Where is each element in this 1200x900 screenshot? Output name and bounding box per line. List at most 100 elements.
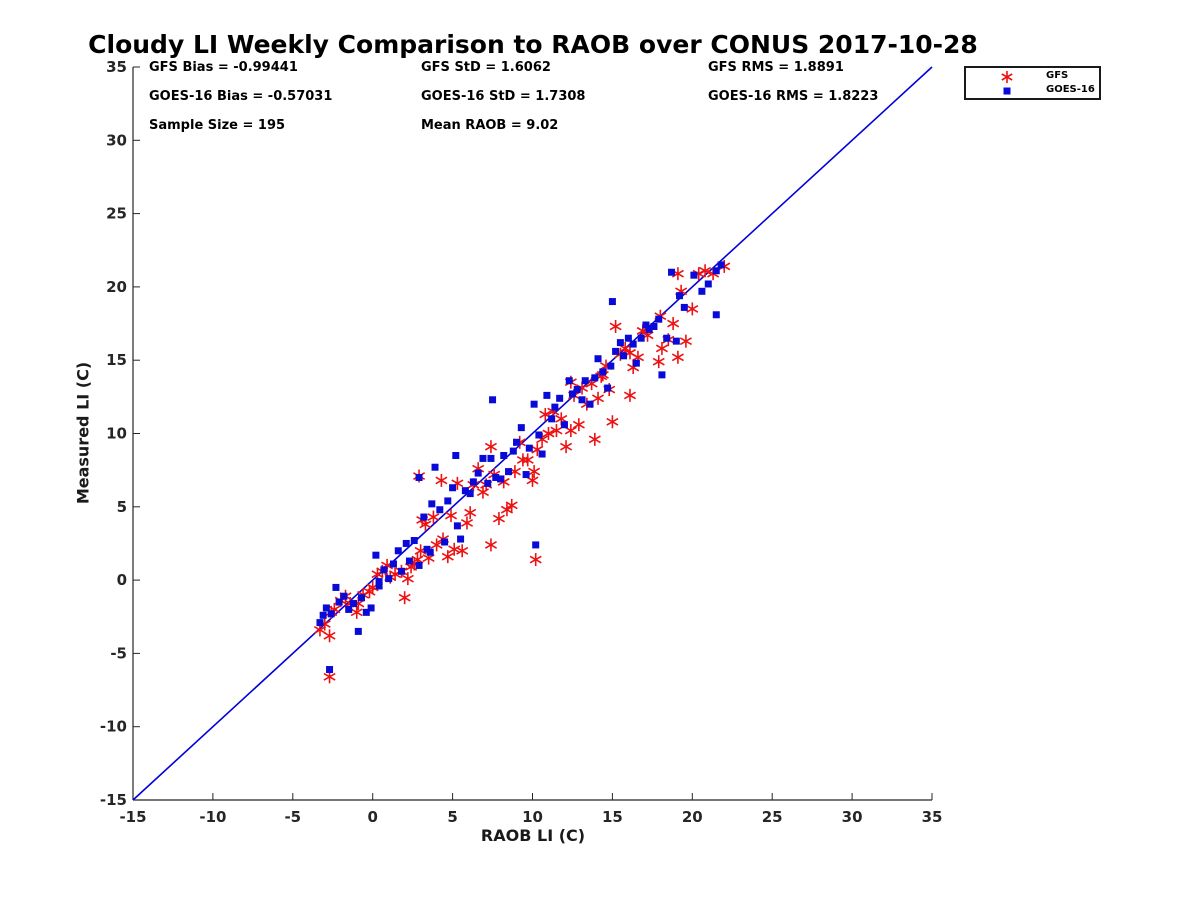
goes-16-point xyxy=(560,421,568,429)
gfs-point xyxy=(350,605,363,619)
goes-16-point xyxy=(645,325,653,333)
x-tick-label: -15 xyxy=(119,808,146,826)
gfs-point xyxy=(401,572,414,586)
y-tick-label: -15 xyxy=(100,791,127,809)
goes-16-point xyxy=(441,538,449,546)
goes-16-point xyxy=(704,280,712,288)
goes-16-point xyxy=(573,386,581,394)
goes-16-point xyxy=(402,539,410,547)
gfs-rms-stat: GFS RMS = 1.8891 xyxy=(708,60,844,75)
goes-16-point xyxy=(642,321,650,329)
sample-size-stat: Sample Size = 195 xyxy=(149,118,286,133)
gfs-point xyxy=(521,453,534,467)
goes-16-point xyxy=(517,424,525,432)
goes-16-point xyxy=(358,594,366,602)
goes-16-point xyxy=(497,475,505,483)
gfs-point xyxy=(699,264,712,278)
goes-16-point xyxy=(487,454,495,462)
goes-16-point xyxy=(340,592,348,600)
goes-16-point xyxy=(680,303,688,311)
goes-16-point xyxy=(594,355,602,363)
goes-16-point xyxy=(461,487,469,495)
goes-16-point xyxy=(599,368,607,376)
goes-16-point xyxy=(676,292,684,300)
y-tick-label: 15 xyxy=(106,351,127,369)
goes-16-point xyxy=(637,334,645,342)
goes-16-point xyxy=(581,377,589,385)
y-tick-label: 35 xyxy=(106,58,127,76)
goes-16-point xyxy=(616,339,624,347)
goes-16-point xyxy=(345,605,353,613)
gfs-point xyxy=(500,503,513,517)
goes-16-point xyxy=(474,469,482,477)
goes-16-point xyxy=(335,598,343,606)
goes-16-point xyxy=(350,600,358,608)
x-axis-label: RAOB LI (C) xyxy=(480,826,586,845)
goes-16-point xyxy=(375,578,383,586)
y-tick-label: 25 xyxy=(106,205,127,223)
goes-16-point xyxy=(326,666,334,674)
x-tick-label: 5 xyxy=(447,808,457,826)
goes-16-point xyxy=(428,500,436,508)
goes-16-point xyxy=(658,371,666,379)
goes-16-point xyxy=(362,608,370,616)
x-tick-label: -10 xyxy=(199,808,226,826)
goes-16-point xyxy=(394,547,402,555)
goes-16-point xyxy=(586,400,594,408)
gfs-point xyxy=(323,629,336,643)
gfs-point xyxy=(560,440,573,454)
goes-16-point xyxy=(436,506,444,514)
goes-16-point xyxy=(380,566,388,574)
gfs-point xyxy=(671,350,684,364)
goes-16-point xyxy=(604,384,612,392)
goes-16-point xyxy=(415,561,423,569)
y-tick-label: 0 xyxy=(117,571,127,589)
goes-16-point xyxy=(492,473,500,481)
y-tick-label: 5 xyxy=(117,498,127,516)
goes-16-point xyxy=(444,497,452,505)
goes-16-point xyxy=(319,611,327,619)
goes-16-point xyxy=(385,575,393,583)
goes-16-point xyxy=(453,522,461,530)
gfs-point xyxy=(606,415,619,429)
gfs-point xyxy=(686,302,699,316)
goes-16-point xyxy=(568,390,576,398)
gfs-point xyxy=(550,424,563,438)
legend-item-gfs: GFS xyxy=(966,70,1099,84)
gfs-point xyxy=(430,538,443,552)
goes-16-point xyxy=(612,347,620,355)
goes-bias-stat: GOES-16 Bias = -0.57031 xyxy=(149,89,333,104)
goes-16-point xyxy=(449,484,457,492)
goes-16-point xyxy=(354,627,362,635)
goes-16-point xyxy=(672,337,680,345)
x-tick-label: 20 xyxy=(682,808,703,826)
goes-16-series xyxy=(316,261,725,674)
gfs-point xyxy=(529,553,542,567)
goes-16-point xyxy=(620,352,628,360)
goes-16-point xyxy=(415,473,423,481)
goes-16-point xyxy=(489,396,497,404)
gfs-point xyxy=(456,544,469,558)
one-to-one-line xyxy=(132,66,933,801)
x-tick-label: 0 xyxy=(367,808,377,826)
gfs-point xyxy=(588,432,601,446)
goes-16-point xyxy=(316,619,324,627)
legend-label-gfs: GFS xyxy=(1046,70,1069,81)
x-tick-label: 35 xyxy=(922,808,943,826)
goes-16-point xyxy=(327,610,335,618)
goes-16-point xyxy=(452,451,460,459)
goes-16-point xyxy=(668,268,676,276)
gfs-std-stat: GFS StD = 1.6062 xyxy=(421,60,551,75)
reference-line-layer xyxy=(132,66,933,801)
goes-16-point xyxy=(405,557,413,565)
goes-16-point xyxy=(530,400,538,408)
tick-labels: -15 -10 -5 0 5 10 15 20 25 30 35 -15 -10 -5 0 5 10 15 20 25… xyxy=(100,58,943,826)
gfs-point xyxy=(542,427,555,440)
goes-16-point xyxy=(717,261,725,269)
y-tick-label: -5 xyxy=(110,644,127,662)
gfs-bias-stat: GFS Bias = -0.99441 xyxy=(149,60,298,75)
y-axis-label: Measured LI (C) xyxy=(73,361,93,505)
goes-16-point xyxy=(663,334,671,342)
